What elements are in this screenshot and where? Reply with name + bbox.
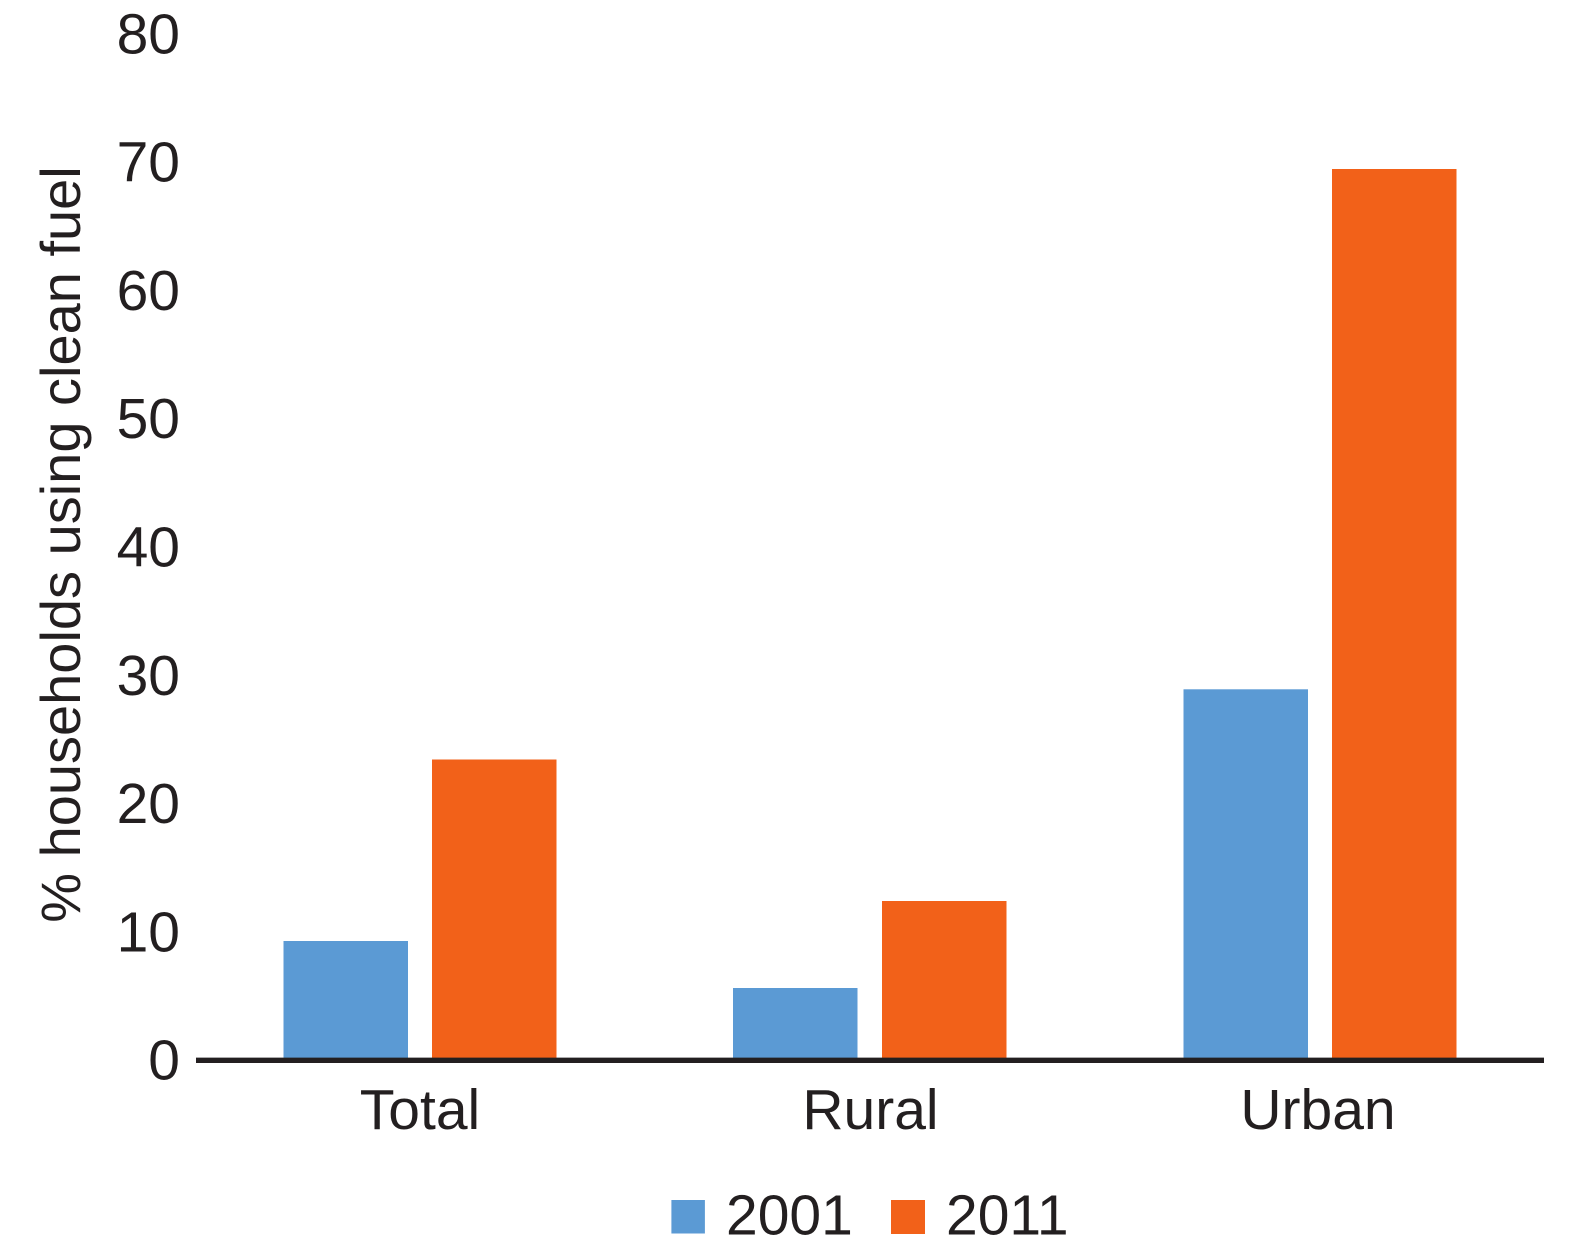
svg-text:Total: Total (360, 1078, 480, 1142)
svg-text:70: 70 (117, 131, 180, 195)
svg-text:2001: 2001 (726, 1184, 853, 1248)
svg-text:60: 60 (117, 259, 180, 323)
svg-text:Rural: Rural (802, 1078, 938, 1142)
svg-text:40: 40 (117, 516, 180, 580)
svg-text:Urban: Urban (1240, 1078, 1395, 1142)
svg-text:2011: 2011 (946, 1184, 1069, 1248)
svg-text:50: 50 (117, 387, 180, 451)
svg-text:10: 10 (117, 900, 180, 964)
svg-text:30: 30 (117, 644, 180, 708)
svg-text:20: 20 (117, 772, 180, 836)
svg-text:% households using clean fuel: % households using clean fuel (29, 166, 92, 923)
svg-text:80: 80 (117, 2, 180, 66)
svg-text:0: 0 (148, 1029, 180, 1093)
